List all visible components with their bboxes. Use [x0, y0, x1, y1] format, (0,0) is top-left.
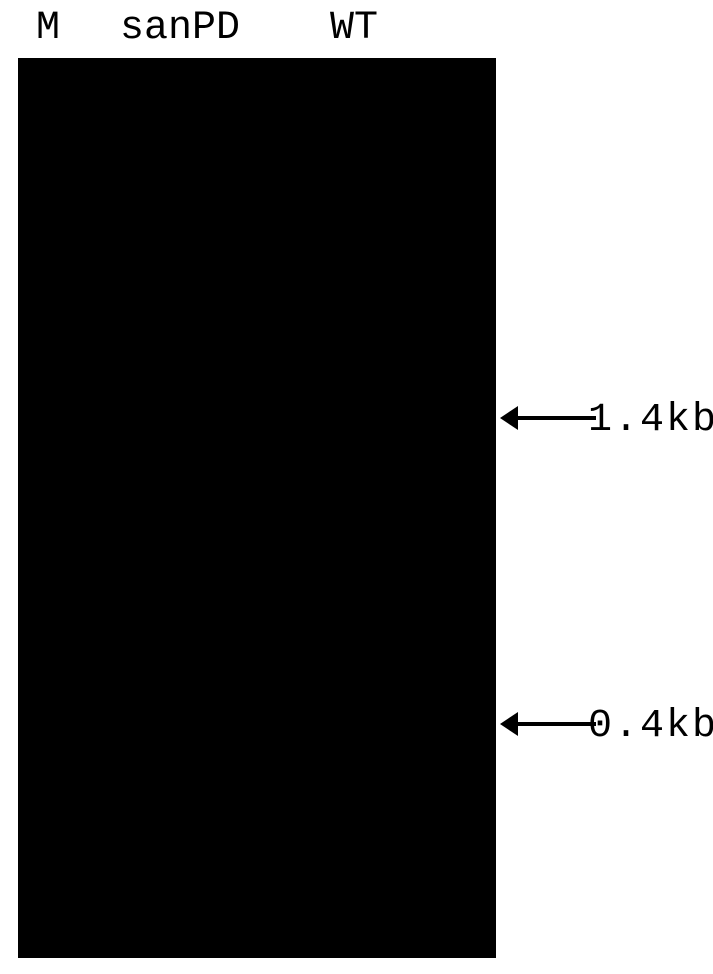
band-marker-1-4kb — [500, 406, 596, 430]
band-size-label-1-4kb: 1.4kb — [588, 398, 713, 443]
arrow-left-icon — [500, 712, 518, 736]
lane-label-m: M — [36, 6, 60, 51]
band-size-label-0-4kb: 0.4kb — [588, 704, 713, 749]
arrow-shaft — [518, 722, 596, 726]
arrow-left-icon — [500, 406, 518, 430]
arrow-shaft — [518, 416, 596, 420]
lane-label-wt: WT — [330, 6, 378, 51]
band-marker-0-4kb — [500, 712, 596, 736]
lane-label-sanpd: sanPD — [120, 6, 240, 51]
gel-image — [18, 58, 496, 958]
